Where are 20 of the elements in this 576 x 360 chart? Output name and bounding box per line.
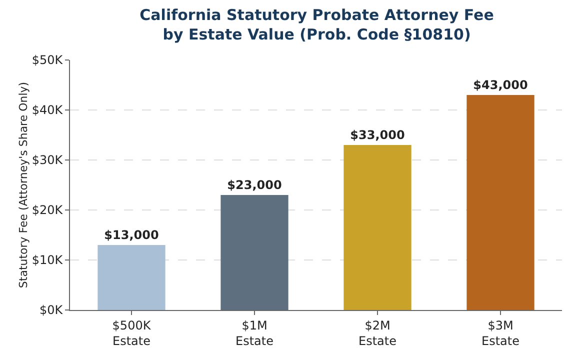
chart-title: California Statutory Probate Attorney Fee by Estate Value (Prob. Code §10810) [140,6,494,44]
bar [220,195,288,310]
x-tick-label: $1M Estate [236,318,274,348]
y-tick-label: $30K [32,153,64,168]
y-tick-label: $20K [32,203,64,218]
y-tick-label: $40K [32,103,64,118]
x-tick-label: $500K Estate [112,318,152,348]
data-label: $43,000 [473,78,528,92]
x-tick-label: $3M Estate [482,318,520,348]
data-label: $33,000 [350,128,405,142]
y-tick-label: $10K [32,253,64,268]
data-label: $13,000 [104,228,159,242]
data-label: $23,000 [227,178,282,192]
y-tick-label: $0K [39,303,64,318]
x-tick-label: $2M Estate [358,318,396,348]
bar [98,245,166,310]
y-tick-label: $50K [32,53,64,68]
y-axis-title: Statutory Fee (Attorney's Share Only) [16,82,30,288]
bar [344,145,412,310]
bar [466,95,534,310]
